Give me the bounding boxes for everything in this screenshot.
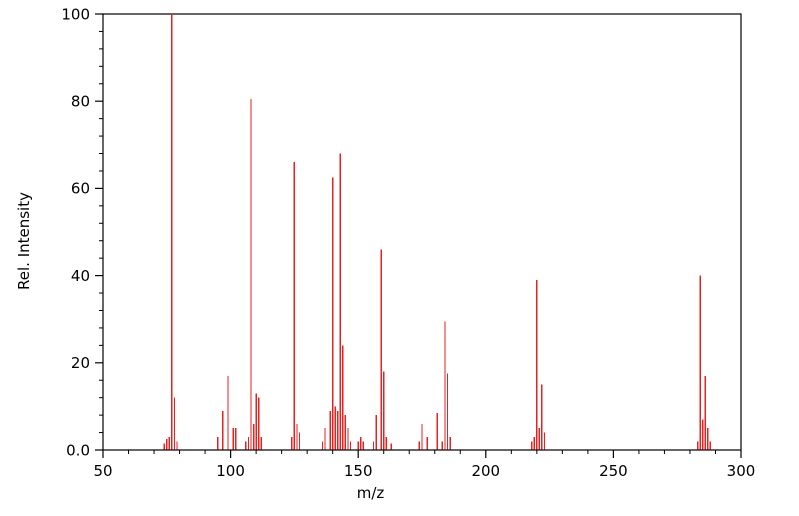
y-tick-label: 0.0 [66, 441, 90, 459]
y-axis-title: Rel. Intensity [15, 192, 33, 290]
x-tick-label: 250 [599, 462, 628, 480]
y-tick-label: 20 [71, 354, 90, 372]
y-tick-label: 60 [71, 180, 90, 198]
y-tick-label: 80 [71, 92, 90, 110]
x-tick-label: 200 [471, 462, 500, 480]
plot-frame [102, 13, 742, 451]
x-tick-label: 300 [727, 462, 756, 480]
x-tick-label: 100 [216, 462, 245, 480]
x-tick-label: 150 [344, 462, 373, 480]
y-tick-label: 40 [71, 267, 90, 285]
x-tick-label: 50 [93, 462, 112, 480]
x-axis-title: m/z [356, 484, 385, 502]
y-tick-label: 100 [61, 5, 90, 23]
